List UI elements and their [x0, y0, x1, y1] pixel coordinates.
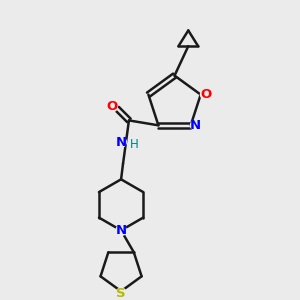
Circle shape [116, 225, 126, 236]
Circle shape [116, 288, 126, 298]
Text: O: O [106, 100, 118, 113]
Text: N: N [190, 119, 201, 132]
Circle shape [190, 120, 201, 130]
Circle shape [200, 89, 211, 100]
Circle shape [107, 101, 117, 112]
Circle shape [129, 140, 139, 150]
Text: H: H [130, 139, 138, 152]
Circle shape [116, 137, 126, 147]
Text: N: N [116, 224, 127, 237]
Text: N: N [116, 136, 127, 148]
Text: O: O [200, 88, 211, 101]
Text: S: S [116, 287, 126, 300]
